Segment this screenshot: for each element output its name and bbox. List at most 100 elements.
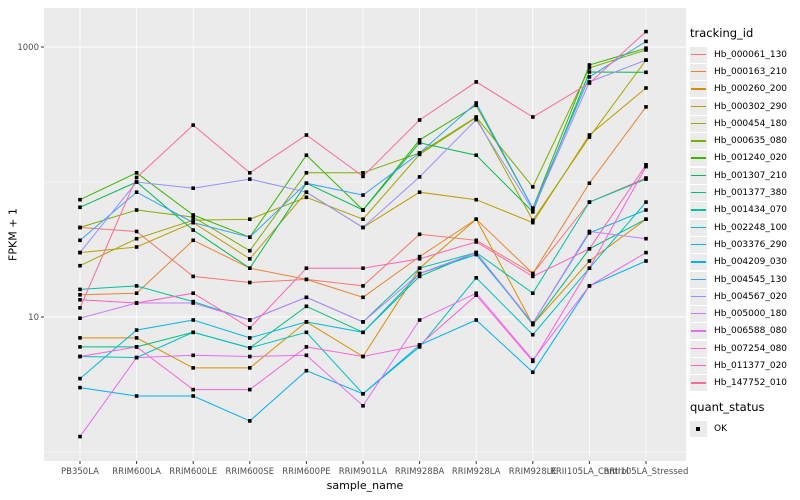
legend-key-line-icon [691,192,706,194]
legend-key-line-icon [691,295,706,298]
legend-key-line-icon [691,122,706,125]
legend-key-box [690,375,707,392]
legend-key-box [690,202,707,219]
legend-key-box [690,254,707,271]
legend-entry-Hb_004567_020: Hb_004567_020 [690,288,798,305]
x-tick-label: PB350LA [61,467,99,477]
legend-key-box [690,167,707,184]
legend-label: Hb_000635_080 [714,136,788,147]
legend-entry-Hb_000635_080: Hb_000635_080 [690,132,798,150]
legend-entry-Hb_000454_180: Hb_000454_180 [690,115,798,132]
legend-label: Hb_004209_030 [714,257,788,268]
legend-entry-Hb_000163_210: Hb_000163_210 [690,63,798,80]
x-tick-label: RRIM600LA [112,467,161,477]
legend-entry-Hb_001434_070: Hb_001434_070 [690,202,798,219]
legend-key-line-icon [691,88,706,90]
legend-key-line-icon [691,140,706,142]
legend-entry-Hb_007254_080: Hb_007254_080 [690,340,798,357]
axis-ticks-and-labels: PB350LA RRIM600LA RRIM600LE RRIM600SE RRIM60… [17,43,688,477]
x-tick-label: RRIM600LE [169,467,217,477]
legend-key-line-icon [691,243,706,246]
x-tick-label: RRIM928BA [395,467,445,477]
legend-key-box [690,323,707,340]
legend-key-line-icon [691,261,706,263]
legend-key-box [690,271,707,288]
legend-title-tracking-id: tracking_id [690,26,754,40]
legend-key-box [690,81,707,98]
legend-label: Hb_001434_070 [714,205,788,216]
x-axis-title: sample_name [326,479,404,492]
legend-entry-Hb_000302_290: Hb_000302_290 [690,98,798,115]
legend-entries: Hb_000061_130 Hb_000163_210 Hb_000260_200 H… [690,46,798,392]
legend-entry-Hb_011377_020: Hb_011377_020 [690,357,798,374]
legend-label: Hb_011377_020 [714,360,788,371]
legend-entry-Hb_147752_010: Hb_147752_010 [690,375,798,392]
line-chart-plot-area: PB350LA RRIM600LA RRIM600LE RRIM600SE RRIM60… [17,8,688,477]
legend-label: Hb_001377_380 [714,188,788,199]
legend-label: Hb_004545_130 [714,274,788,285]
legend-label: Hb_001240_020 [714,153,788,164]
legend-key-line-icon [691,174,706,177]
legend-entry-Hb_006588_080: Hb_006588_080 [690,323,798,340]
legend-key-box [690,150,707,167]
legend-label: Hb_007254_080 [714,343,788,354]
legend-key-line-icon [691,70,706,73]
x-tick-label: RRIM928LA [452,467,501,477]
legend-key-line-icon [691,209,706,211]
legend-label: Hb_002248_100 [714,222,788,233]
legend-label: Hb_005000_180 [714,309,788,320]
legend-key-line-icon [691,313,706,315]
x-tick-label: RRIM901LA [339,467,388,477]
legend-label: Hb_000260_200 [714,84,788,95]
legend-key-box [690,63,707,80]
legend-entry-Hb_000061_130: Hb_000061_130 [690,46,798,63]
legend-key-box [690,306,707,323]
legend-label: Hb_000454_180 [714,118,788,129]
x-tick-label: RRIM600SE [225,467,274,477]
tracking-id-legend: tracking_id Hb_000061_130 Hb_000163_210 Hb… [690,26,798,392]
x-tick-label: RRIM600PE [282,467,330,477]
legend-label: Hb_000163_210 [714,66,788,77]
legend-entry-ok: OK [690,420,798,437]
legend-title-quant-status: quant_status [690,400,765,414]
legend-entry-Hb_004209_030: Hb_004209_030 [690,254,798,271]
legend-key-line-icon [691,278,706,280]
legend-key-box [690,420,707,437]
legend-key-box [690,219,707,236]
legend-key-box [690,357,707,374]
data-points [78,29,648,439]
legend-key-line-icon [691,157,706,159]
legend-key-box [690,340,707,357]
x-tick-label: RRIM928LE [509,467,557,477]
legend-key-box [690,98,707,115]
legend-label: Hb_003376_290 [714,239,788,250]
legend-label: Hb_001307_210 [714,170,788,181]
legend-key-box [690,46,707,63]
y-tick-label: 10 [28,313,39,323]
y-axis-title: FPKM + 1 [6,208,20,261]
legend-key-line-icon [691,382,706,384]
x-tick-label: RRII105LA_Stressed [604,467,689,477]
legend-key-line-icon [691,105,706,107]
legend-label: Hb_000061_130 [714,49,788,60]
legend-entry-Hb_005000_180: Hb_005000_180 [690,305,798,323]
legend-key-line-icon [691,347,706,350]
legend-label: Hb_006588_080 [714,326,788,337]
legend-key-line-icon [691,330,706,332]
quant-status-legend: quant_status OK [690,400,798,437]
y-tick-label: 1000 [17,43,39,53]
legend-label: Hb_147752_010 [714,378,788,389]
legend-key-box [690,185,707,202]
legend-entry-Hb_001240_020: Hb_001240_020 [690,150,798,167]
legend-entry-Hb_004545_130: Hb_004545_130 [690,271,798,288]
legend-entry-Hb_001307_210: Hb_001307_210 [690,167,798,184]
legend-key-box [690,236,707,253]
legend-label: OK [714,423,727,434]
legend-label: Hb_004567_020 [714,291,788,302]
legend-key-box [690,115,707,132]
x-tick-label: RRII105LA_Control [550,467,629,477]
point-marker-icon [696,426,700,431]
legend-key-box [690,288,707,305]
legend-label: Hb_000302_290 [714,101,788,112]
